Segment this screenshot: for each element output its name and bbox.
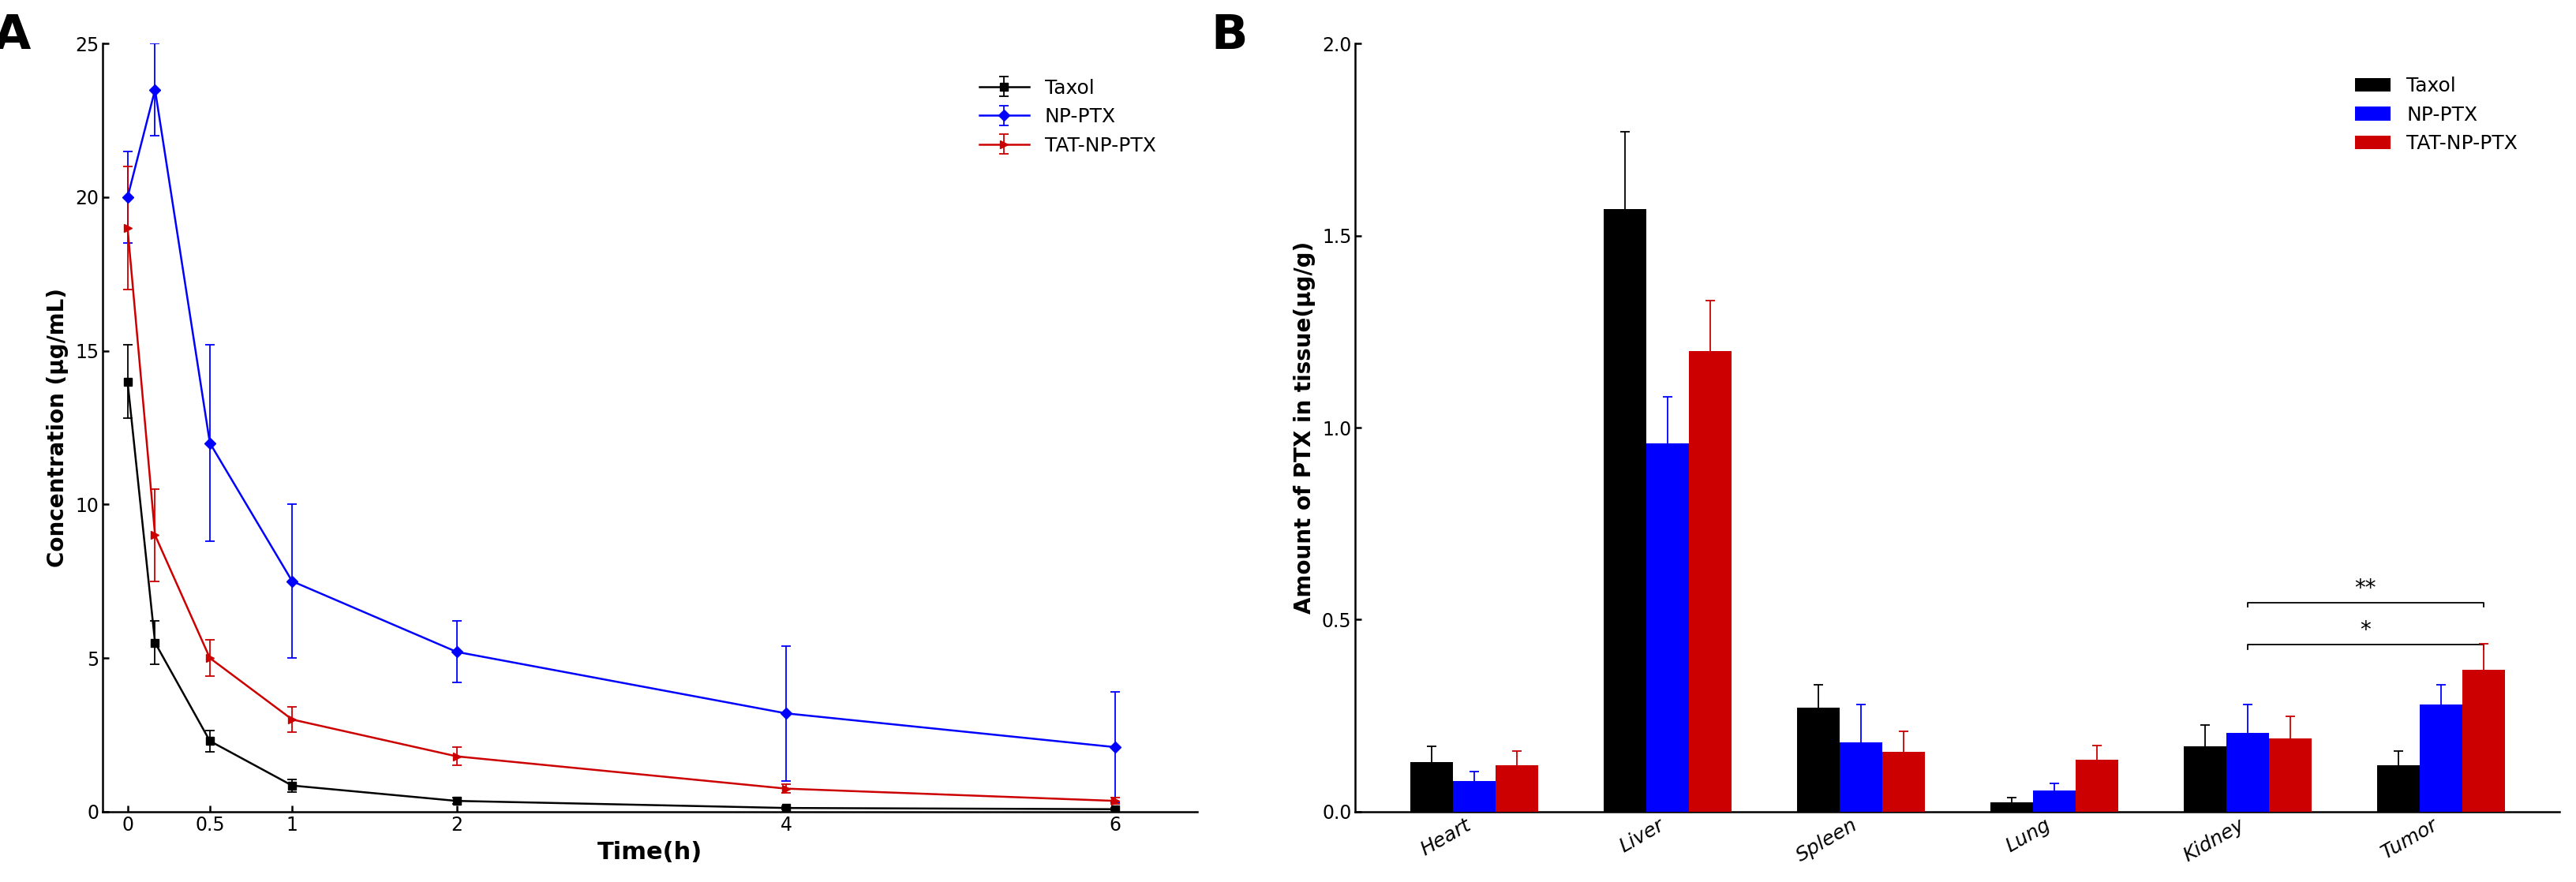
Legend: Taxol, NP-PTX, TAT-NP-PTX: Taxol, NP-PTX, TAT-NP-PTX bbox=[2347, 69, 2524, 161]
Y-axis label: Concentration (μg/mL): Concentration (μg/mL) bbox=[46, 288, 70, 567]
Bar bbox=[2419, 704, 2463, 811]
Text: A: A bbox=[0, 13, 31, 59]
Bar bbox=[2269, 739, 2311, 811]
Legend: Taxol, NP-PTX, TAT-NP-PTX: Taxol, NP-PTX, TAT-NP-PTX bbox=[969, 69, 1167, 165]
Text: *: * bbox=[2360, 619, 2370, 641]
Bar bbox=[1646, 443, 1690, 811]
Bar bbox=[1883, 752, 1924, 811]
Bar bbox=[1605, 209, 1646, 811]
Bar bbox=[2463, 669, 2504, 811]
Text: **: ** bbox=[2354, 577, 2378, 599]
Bar bbox=[1798, 708, 1839, 811]
X-axis label: Time(h): Time(h) bbox=[598, 841, 703, 863]
Bar bbox=[2184, 746, 2226, 811]
Bar bbox=[1690, 351, 1731, 811]
Bar bbox=[2076, 759, 2117, 811]
Text: B: B bbox=[1211, 13, 1247, 59]
Bar bbox=[1839, 743, 1883, 811]
Bar bbox=[1494, 766, 1538, 811]
Bar bbox=[1453, 781, 1494, 811]
Bar bbox=[2226, 733, 2269, 811]
Y-axis label: Amount of PTX in tissue(μg/g): Amount of PTX in tissue(μg/g) bbox=[1293, 242, 1316, 614]
Bar bbox=[2378, 766, 2419, 811]
Bar bbox=[1991, 802, 2032, 811]
Bar bbox=[2032, 790, 2076, 811]
Bar bbox=[1409, 762, 1453, 811]
